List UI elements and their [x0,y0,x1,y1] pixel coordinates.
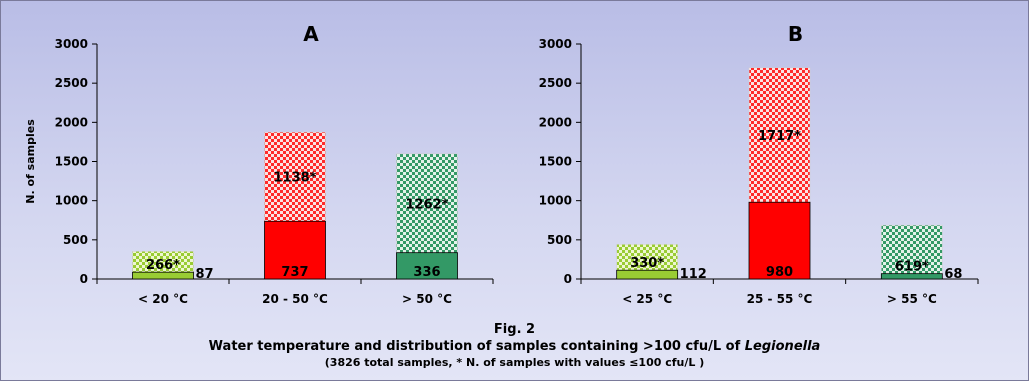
y-tick-label: 1000 [539,194,572,208]
bar-lower [396,252,458,280]
y-tick-label: 0 [80,272,88,286]
figure-title: Water temperature and distribution of sa… [1,339,1028,354]
figure-note: (3826 total samples, * N. of samples wit… [324,356,705,369]
y-tick-label: 1500 [55,155,88,169]
bar-lower [616,269,679,280]
y-tick-label: 500 [63,233,88,247]
bar-lower [132,271,194,280]
y-tick-label: 3000 [55,37,88,51]
category-label: 20 - 50 °C [262,292,328,306]
bar-lower [748,201,811,280]
category-label: < 20 °C [138,292,188,306]
bar-lower [880,273,943,280]
data-label-upper: 1262* [406,197,449,212]
panel-b-chart: 0 500 1000 1500 2000 2500 3000 330* 112 < 25 °C 17… [539,22,979,306]
category-label: > 55 °C [887,292,937,306]
data-label-upper: 1717* [758,129,801,144]
bar-upper [748,67,811,203]
y-tick-label: 2000 [539,115,572,129]
bar-upper [264,131,326,222]
panel-a-chart: 0 500 1000 1500 2000 2500 3000 266* 87 < 20 °C 113… [24,22,494,306]
data-label-upper: 619* [895,260,929,275]
bar-upper [881,224,943,274]
data-label-lower: 87 [196,267,214,282]
figure-title-text: Water temperature and distribution of sa… [208,339,745,354]
y-tick-label: 1000 [55,194,88,208]
data-label-lower: 980 [766,265,793,280]
category-label: > 50 °C [402,292,452,306]
y-tick-label: 1500 [539,155,572,169]
y-tick-label: 2500 [539,76,572,90]
data-label-lower: 336 [413,265,440,280]
figure-title-organism: Legionella [744,339,821,354]
panel-title: A [303,22,319,46]
y-tick-label: 2500 [55,76,88,90]
chart-area: 0 500 1000 1500 2000 2500 3000 266* 87 < 20 °C 113… [24,22,979,306]
category-label: 25 - 55 °C [747,292,813,306]
bar-lower [264,220,326,280]
figure-label: Fig. 2 [493,322,536,337]
y-tick-label: 2000 [55,115,88,129]
category-label: < 25 °C [622,292,672,306]
data-label-lower: 112 [680,267,707,282]
y-tick-label: 500 [547,233,572,247]
data-label-lower: 68 [944,267,962,282]
data-label-lower: 737 [281,265,308,280]
y-tick-label: 3000 [539,37,572,51]
data-label-upper: 1138* [274,171,317,186]
y-axis-label: N. of samples [24,119,37,204]
panel-title: B [788,22,803,46]
data-label-upper: 266* [146,258,180,273]
y-tick-label: 0 [564,272,572,286]
data-label-upper: 330* [630,256,664,271]
